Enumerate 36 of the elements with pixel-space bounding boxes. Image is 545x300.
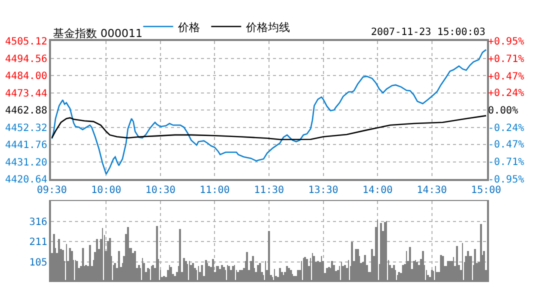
y2-tick-label: +0.24% xyxy=(488,88,524,100)
y-tick-label: 4505.12 xyxy=(5,36,48,48)
x-tick-label: 15:00 xyxy=(471,184,502,196)
y2-tick-label: +0.47% xyxy=(488,71,524,82)
y-tick-label: 4420.64 xyxy=(5,174,48,186)
x-tick-label: 11:30 xyxy=(254,184,284,196)
text: 2007-11-23 15:00:03 xyxy=(371,27,486,38)
y-tick-label: 4473.44 xyxy=(5,88,48,100)
y-tick-label: 211 xyxy=(29,237,48,248)
legend-label: 价格 xyxy=(177,20,200,34)
y-tick-label: 4494.56 xyxy=(5,54,48,65)
y2-tick-label: -0.71% xyxy=(488,157,524,168)
x-tick-label: 14:30 xyxy=(416,184,447,196)
y-tick-label: 4431.20 xyxy=(5,157,48,168)
x-tick-label: 10:30 xyxy=(145,184,176,196)
y-tick-label: 105 xyxy=(29,258,48,269)
y2-tick-label: -0.24% xyxy=(488,122,524,134)
legend-label: 价格均线 xyxy=(245,20,290,34)
y2-tick-label: +0.95% xyxy=(488,36,524,48)
chart-title: 基金指数 000011 xyxy=(53,27,142,40)
x-tick-label: 13:30 xyxy=(308,184,338,196)
y2-tick-label: -0.95% xyxy=(488,174,524,186)
y-tick-label: 4452.32 xyxy=(5,122,48,134)
line-series xyxy=(51,49,487,175)
x-tick-label: 11:00 xyxy=(200,184,230,196)
y2-tick-label: 0.00% xyxy=(488,106,518,116)
y2-tick-label: +0.71% xyxy=(488,54,524,65)
x-tick-label: 14:00 xyxy=(362,184,393,196)
x-tick-label: 09:30 xyxy=(36,184,67,196)
y-tick-label: 4441.76 xyxy=(5,140,48,151)
y2-tick-label: -0.47% xyxy=(488,140,524,151)
y-tick-label: 4484.00 xyxy=(5,71,48,82)
x-tick-label: 10:00 xyxy=(91,184,122,196)
y-tick-label: 316 xyxy=(29,216,48,228)
line-series xyxy=(51,115,487,140)
y-tick-label: 4462.88 xyxy=(5,106,48,116)
